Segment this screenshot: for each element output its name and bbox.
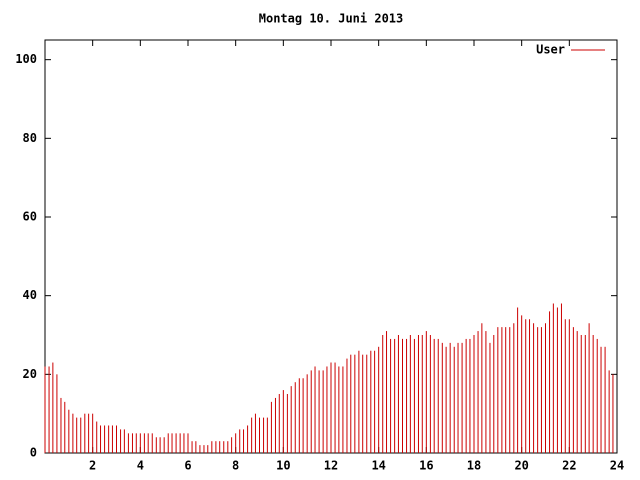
y-tick-label: 0 <box>30 446 37 460</box>
x-tick-label: 20 <box>514 459 528 473</box>
x-tick-label: 14 <box>371 459 385 473</box>
x-tick-label: 8 <box>232 459 239 473</box>
x-tick-label: 12 <box>324 459 338 473</box>
x-tick-label: 22 <box>562 459 576 473</box>
y-tick-label: 20 <box>23 367 37 381</box>
chart-title: Montag 10. Juni 2013 <box>259 12 404 26</box>
x-tick-label: 16 <box>419 459 433 473</box>
x-tick-label: 24 <box>610 459 624 473</box>
y-tick-label: 80 <box>23 131 37 145</box>
x-tick-label: 10 <box>276 459 290 473</box>
legend-label: User <box>536 43 565 57</box>
x-tick-label: 4 <box>137 459 144 473</box>
y-tick-label: 40 <box>23 288 37 302</box>
y-tick-label: 100 <box>15 52 37 66</box>
x-tick-label: 6 <box>184 459 191 473</box>
x-tick-label: 18 <box>467 459 481 473</box>
y-tick-label: 60 <box>23 210 37 224</box>
x-tick-label: 2 <box>89 459 96 473</box>
